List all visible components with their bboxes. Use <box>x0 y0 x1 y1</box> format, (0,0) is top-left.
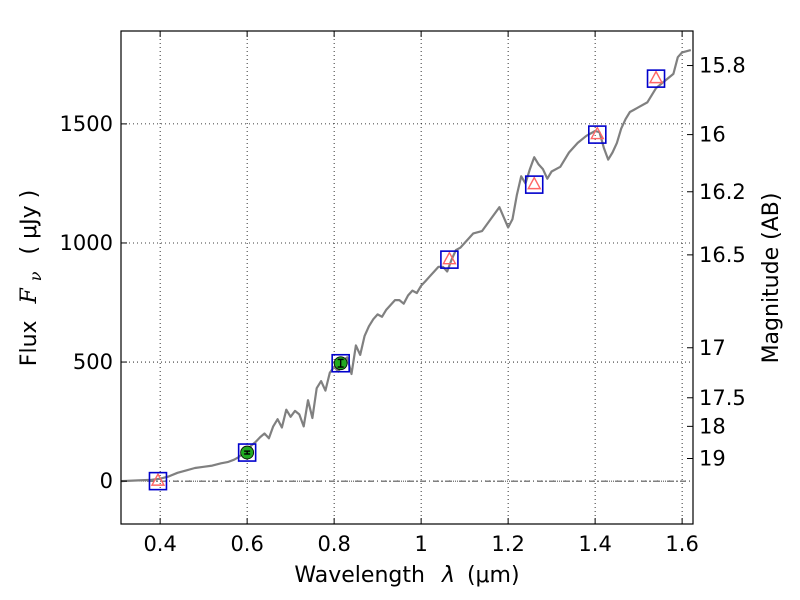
x-axis-symbol: λ <box>441 563 455 588</box>
right-axis-title: Magnitude (AB) <box>759 193 784 364</box>
photometry-square <box>440 250 459 269</box>
photometry-square <box>646 69 666 88</box>
y-tick-label: 1000 <box>60 231 113 255</box>
tick-layer: 0.4 0.6 0.8 1 1.2 1.4 1.6 0 500 1000 1500 15.8 16 16.… <box>60 31 746 556</box>
data-layer <box>120 49 692 491</box>
photometry-square <box>331 353 350 373</box>
right-tick-label: 17.5 <box>699 386 746 410</box>
x-tick-label: 0.4 <box>143 532 176 556</box>
plot-frame <box>120 30 694 525</box>
upper-limit-marker <box>150 472 166 486</box>
y-axis-subscript: ν <box>26 271 45 281</box>
right-tick-label: 17 <box>699 336 726 360</box>
upper-limit-marker <box>527 176 542 190</box>
right-tick-label: 19 <box>699 447 726 471</box>
right-tick-label: 16.5 <box>699 243 746 267</box>
y-tick-label: 500 <box>73 350 113 374</box>
grid-layer <box>121 31 693 524</box>
x-tick-label: 0.6 <box>230 532 263 556</box>
x-axis-label: Wavelength <box>294 563 425 588</box>
right-tick-label: 15.8 <box>699 54 746 78</box>
y-axis-title: Flux F ν ( μJy ) <box>17 190 47 366</box>
right-tick-label: 16.2 <box>699 180 746 204</box>
photometry-square <box>237 443 257 462</box>
x-tick-label: 1.4 <box>578 532 611 556</box>
x-tick-label: 1 <box>414 532 427 556</box>
photometry-square <box>524 175 544 194</box>
x-axis-title: Wavelength λ (μm) <box>294 563 519 588</box>
right-tick-label: 16 <box>699 123 726 147</box>
right-tick-label: 18 <box>699 414 726 438</box>
upper-limit-marker <box>590 126 605 140</box>
x-tick-label: 1.6 <box>665 532 698 556</box>
upper-limit-marker <box>648 70 664 84</box>
photometry-square <box>148 471 168 491</box>
x-tick-label: 0.8 <box>317 532 350 556</box>
y-axis-label: Flux <box>17 320 42 366</box>
upper-limit-marker <box>442 251 457 265</box>
y-tick-label: 0 <box>100 469 113 493</box>
y-axis-symbol: F <box>17 287 42 304</box>
y-axis-unit: ( μJy ) <box>17 190 42 255</box>
model-spectrum-line <box>120 49 692 483</box>
y-tick-label: 1500 <box>60 112 113 136</box>
photometry-square <box>588 125 607 144</box>
x-axis-unit: (μm) <box>467 563 520 588</box>
x-tick-label: 1.2 <box>491 532 524 556</box>
